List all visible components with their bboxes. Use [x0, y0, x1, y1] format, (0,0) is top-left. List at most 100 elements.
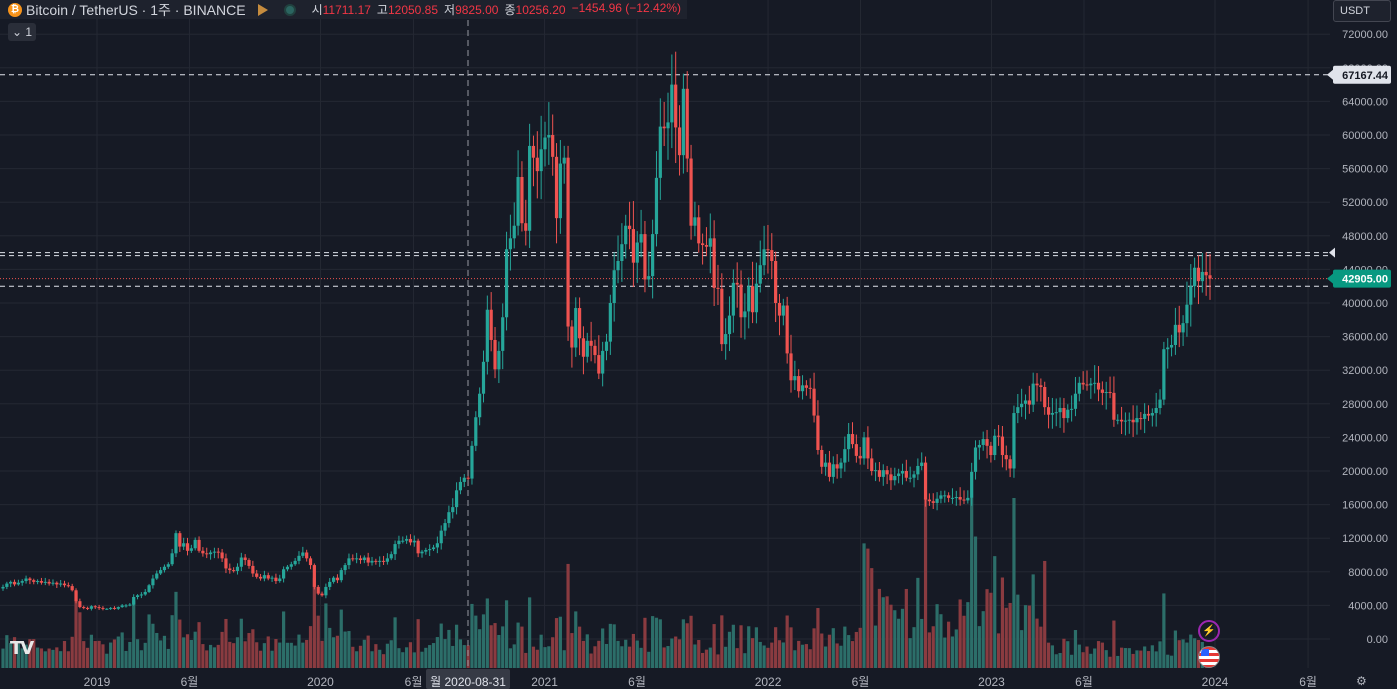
- volume-bar: [739, 625, 743, 668]
- volume-bar: [747, 626, 751, 668]
- volume-bar: [212, 647, 217, 668]
- volume-bar: [1046, 642, 1051, 668]
- candle-body: [485, 309, 489, 362]
- volume-bar: [1173, 630, 1178, 668]
- candle-body: [962, 499, 966, 501]
- candle-body: [812, 388, 816, 416]
- candle-body: [105, 608, 109, 610]
- candle-body: [166, 564, 170, 567]
- symbol-header[interactable]: ₿ Bitcoin / TetherUS · 1주 · BINANCE 시117…: [0, 0, 687, 19]
- candle-body: [958, 497, 962, 500]
- candle-body: [435, 543, 439, 548]
- time-axis[interactable]: 2019 6월 2020 6월 2021 6월 2022 6월 2023 6월 2024 6월 월 20…: [0, 668, 1397, 689]
- volume-bar: [312, 577, 316, 668]
- volume-bar: [877, 588, 882, 668]
- candle-body: [262, 575, 266, 579]
- candle-body: [939, 495, 943, 499]
- volume-bar: [1166, 654, 1170, 668]
- time-tick-label: 6월: [852, 675, 870, 689]
- volume-bar: [278, 642, 282, 668]
- volume-bar: [970, 498, 974, 668]
- volume-bar: [758, 641, 762, 668]
- horizontal-lines[interactable]: [0, 74, 1330, 287]
- volume-bar: [97, 640, 101, 668]
- candle-body: [243, 557, 247, 561]
- candle-body: [208, 552, 213, 555]
- volume-bar: [912, 627, 916, 668]
- volume-bar: [216, 644, 220, 668]
- candle-body: [947, 495, 951, 498]
- candle-body: [950, 497, 955, 499]
- volume-bar: [239, 618, 243, 668]
- volume-bar: [493, 623, 497, 668]
- volume-bar: [885, 596, 889, 668]
- volume-bar: [351, 646, 355, 668]
- candle-body: [923, 462, 928, 500]
- candle-body: [12, 581, 17, 585]
- volume-bar: [497, 635, 501, 668]
- volume-bar: [189, 639, 193, 668]
- volume-bar: [293, 645, 297, 668]
- currency-button[interactable]: USDT: [1333, 0, 1391, 22]
- us-flag-icon[interactable]: [1198, 646, 1220, 668]
- candle-body: [570, 326, 574, 348]
- candle-body: [239, 557, 243, 567]
- candle-body: [520, 177, 524, 224]
- candle-body: [1043, 387, 1047, 408]
- volume-bar: [166, 648, 170, 668]
- volume-bar: [1116, 655, 1120, 668]
- price-tick-label: 8000.00: [1348, 567, 1388, 579]
- candle-body: [593, 345, 597, 356]
- volume-bar: [1085, 646, 1089, 668]
- volume-bar: [120, 632, 124, 668]
- volume-bar: [693, 644, 697, 668]
- candle-body: [1116, 419, 1120, 421]
- collapse-indicators-button[interactable]: ⌄ 1: [8, 23, 36, 41]
- volume-bar: [1073, 630, 1078, 668]
- market-status-icon[interactable]: [283, 3, 296, 16]
- volume-bar: [251, 629, 255, 668]
- candle-body: [1070, 408, 1074, 410]
- volume-bar: [524, 652, 528, 668]
- volume-bar: [370, 651, 374, 668]
- lightning-icon[interactable]: ⚡: [1198, 620, 1220, 642]
- price-tick-label: 16000.00: [1342, 500, 1388, 512]
- volume-bar: [516, 622, 520, 668]
- candle-body: [762, 249, 766, 266]
- tradingview-logo[interactable]: TV: [10, 638, 34, 659]
- volume-bar: [554, 618, 559, 668]
- volume-bar: [585, 634, 589, 668]
- volume-bar: [1050, 645, 1054, 668]
- candle-body: [497, 350, 501, 370]
- candle-body: [381, 560, 386, 562]
- volume-bar: [658, 619, 662, 668]
- candle-body: [251, 565, 255, 574]
- volume-bar: [201, 644, 205, 668]
- settings-icon[interactable]: ⚙: [1356, 674, 1367, 688]
- volume-bar: [135, 639, 140, 668]
- volume-bar: [812, 628, 816, 668]
- candle-body: [1185, 304, 1189, 324]
- volume-bar: [428, 645, 432, 668]
- candle-body: [1112, 392, 1116, 420]
- symbol-title[interactable]: Bitcoin / TetherUS · 1주 · BINANCE: [26, 1, 246, 18]
- candle-body: [59, 583, 63, 585]
- candle-body: [627, 225, 632, 230]
- candle-body: [539, 149, 543, 172]
- volume-bar: [543, 647, 547, 668]
- volume-bar: [531, 646, 536, 668]
- candle-body: [1062, 408, 1066, 419]
- candle-body: [1143, 413, 1147, 419]
- candle-body: [151, 578, 155, 586]
- price-axis[interactable]: 0.00 4000.00 8000.00 12000.00 16000.00 20000.…: [1327, 29, 1391, 646]
- candle-body: [562, 157, 566, 164]
- candle-body: [1066, 409, 1070, 419]
- candle-body: [97, 607, 101, 609]
- volume-bar: [566, 563, 570, 668]
- price-tick-label: 4000.00: [1348, 600, 1388, 612]
- candle-body: [631, 229, 636, 263]
- candle-body: [758, 265, 762, 284]
- candle-body: [397, 540, 401, 545]
- flag-icon[interactable]: [257, 3, 268, 16]
